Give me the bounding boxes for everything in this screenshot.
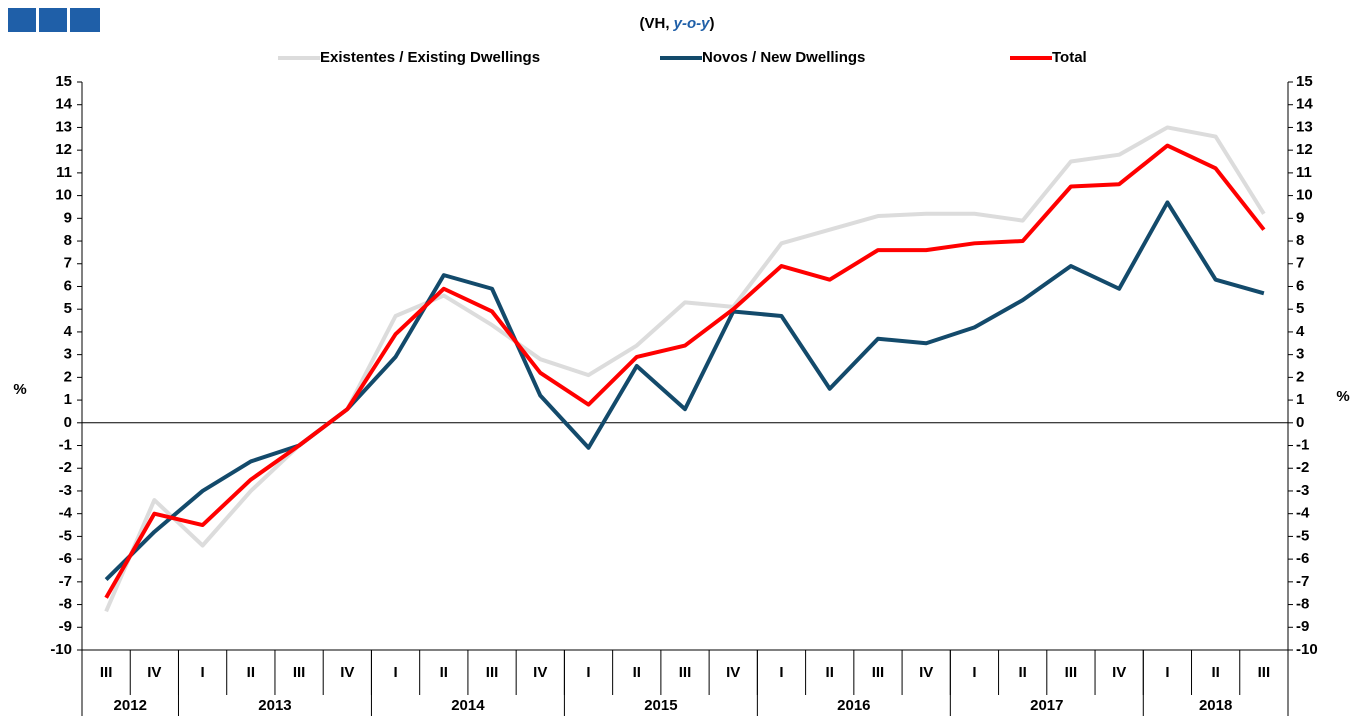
y2-tick-label: 3 (1296, 346, 1304, 363)
legend-label: Existentes / Existing Dwellings (320, 49, 540, 66)
x-tick-label: II (247, 664, 255, 681)
y2-tick-label: 9 (1296, 209, 1304, 226)
y2-tick-label: 2 (1296, 368, 1304, 385)
y2-tick-label: -10 (1296, 641, 1318, 658)
x-tick-label: II (1019, 664, 1027, 681)
y2-tick-label: -6 (1296, 550, 1309, 567)
y2-tick-label: 14 (1296, 96, 1313, 113)
x-tick-label: I (201, 664, 205, 681)
x-group-label: 2014 (451, 697, 485, 714)
y-tick-label: 0 (64, 414, 72, 431)
y2-tick-label: -9 (1296, 618, 1309, 635)
y-tick-label: 14 (55, 96, 72, 113)
x-tick-label: IV (533, 664, 547, 681)
chart-title: (VH, y-o-y) (639, 15, 714, 32)
x-group-label: 2016 (837, 697, 870, 714)
y2-tick-label: 6 (1296, 277, 1304, 294)
y2-tick-label: 13 (1296, 118, 1313, 135)
y-tick-label: -6 (59, 550, 72, 567)
y-tick-label: -10 (50, 641, 72, 658)
y2-tick-label: 15 (1296, 73, 1313, 90)
x-tick-label: III (1258, 664, 1271, 681)
y-tick-label: 11 (56, 164, 72, 181)
x-group-label: 2013 (258, 697, 291, 714)
y-tick-label: 2 (64, 368, 72, 385)
y-tick-label: 4 (64, 323, 73, 340)
x-tick-label: III (486, 664, 499, 681)
y2-tick-label: -5 (1296, 527, 1309, 544)
x-tick-label: III (293, 664, 306, 681)
y-tick-label: -8 (59, 596, 72, 613)
y-tick-label: 12 (55, 141, 72, 158)
x-tick-label: III (1065, 664, 1078, 681)
x-tick-label: IV (1112, 664, 1126, 681)
y-tick-label: 3 (64, 346, 72, 363)
y2-axis-label: % (1336, 388, 1349, 405)
x-tick-label: II (1211, 664, 1219, 681)
x-tick-label: IV (919, 664, 933, 681)
x-tick-label: III (872, 664, 885, 681)
x-tick-label: I (779, 664, 783, 681)
y-axis-label: % (13, 381, 26, 398)
series-line (104, 125, 1266, 613)
legend-label: Total (1052, 49, 1087, 66)
y2-tick-label: 5 (1296, 300, 1304, 317)
title-part: y-o-y (673, 15, 710, 32)
series-line (104, 143, 1266, 599)
y2-tick-label: -2 (1296, 459, 1309, 476)
y-tick-label: -9 (59, 618, 72, 635)
title-part: (VH, (639, 15, 673, 32)
x-group-label: 2012 (114, 697, 147, 714)
x-tick-label: II (633, 664, 641, 681)
y2-tick-label: 8 (1296, 232, 1304, 249)
y-tick-label: 8 (64, 232, 72, 249)
x-tick-label: III (679, 664, 692, 681)
series-line (104, 200, 1265, 581)
y2-tick-label: -8 (1296, 596, 1309, 613)
y2-tick-label: -3 (1296, 482, 1309, 499)
y-tick-label: 10 (55, 187, 72, 204)
y-tick-label: -4 (59, 505, 73, 522)
y2-tick-label: -4 (1296, 505, 1310, 522)
x-tick-label: IV (340, 664, 354, 681)
y2-tick-label: 12 (1296, 141, 1313, 158)
x-tick-label: I (586, 664, 590, 681)
x-tick-label: II (826, 664, 834, 681)
x-group-label: 2018 (1199, 697, 1232, 714)
x-tick-label: I (972, 664, 976, 681)
legend-label: Novos / New Dwellings (702, 49, 865, 66)
y2-tick-label: 0 (1296, 414, 1304, 431)
y-tick-label: 9 (64, 209, 72, 226)
x-tick-label: II (440, 664, 448, 681)
logo (8, 8, 100, 32)
y-tick-label: -3 (59, 482, 72, 499)
x-group-label: 2017 (1030, 697, 1063, 714)
y-tick-label: -7 (59, 573, 72, 590)
title-part: ) (710, 15, 715, 32)
x-tick-label: III (100, 664, 113, 681)
x-tick-label: IV (726, 664, 740, 681)
y-tick-label: -5 (59, 527, 72, 544)
y-tick-label: -2 (59, 459, 72, 476)
y2-tick-label: 7 (1296, 255, 1304, 272)
x-group-label: 2015 (644, 697, 677, 714)
y-tick-label: 6 (64, 277, 72, 294)
y2-tick-label: 1 (1296, 391, 1304, 408)
y-tick-label: 5 (64, 300, 72, 317)
y-tick-label: -1 (59, 436, 72, 453)
y2-tick-label: 4 (1296, 323, 1305, 340)
y-tick-label: 15 (55, 73, 72, 90)
y2-tick-label: 10 (1296, 187, 1313, 204)
x-tick-label: IV (147, 664, 161, 681)
x-tick-label: I (393, 664, 397, 681)
y2-tick-label: -7 (1296, 573, 1309, 590)
y-tick-label: 1 (64, 391, 72, 408)
y2-tick-label: -1 (1296, 436, 1309, 453)
x-tick-label: I (1165, 664, 1169, 681)
y2-tick-label: 11 (1296, 164, 1312, 181)
y-tick-label: 7 (64, 255, 72, 272)
y-tick-label: 13 (55, 118, 72, 135)
